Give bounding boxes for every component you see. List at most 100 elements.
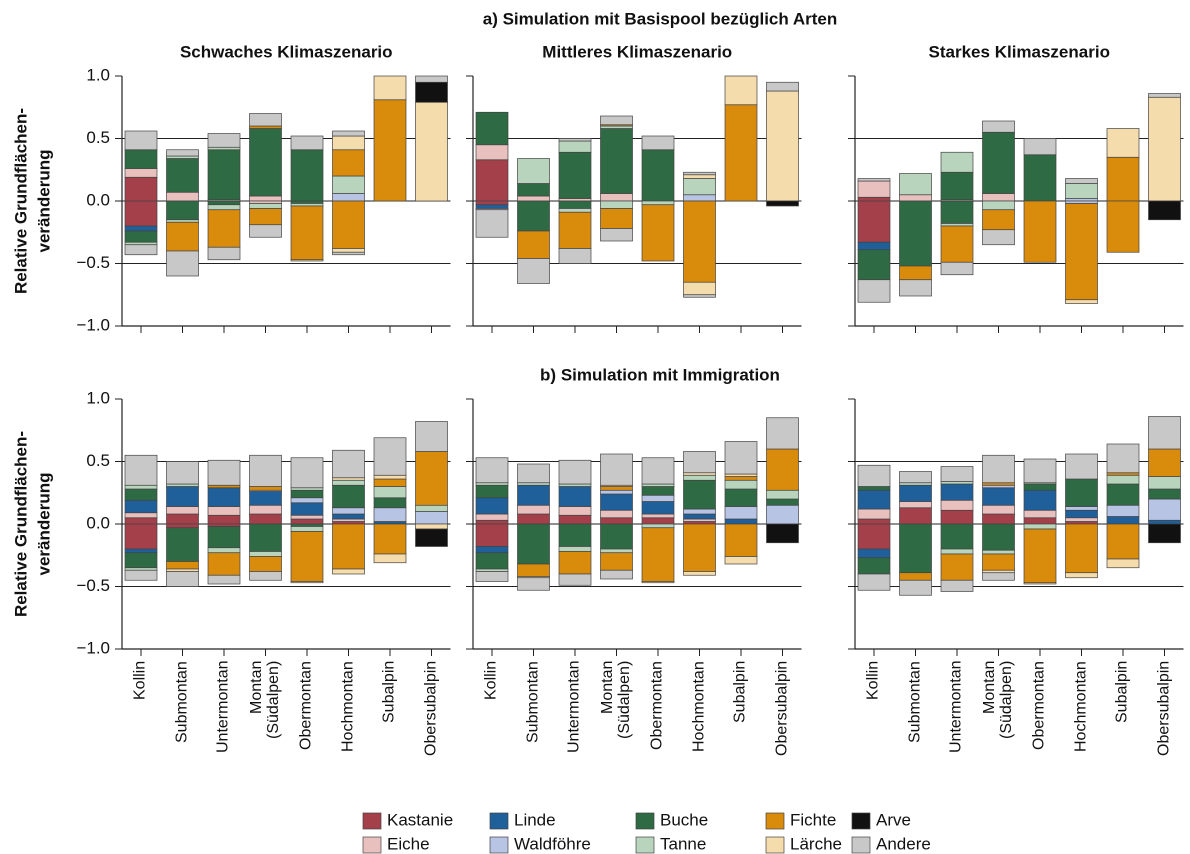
bar-segment	[124, 488, 158, 501]
bar-segment	[641, 200, 675, 206]
bar-segment	[124, 168, 158, 178]
bar-segment	[166, 158, 199, 193]
bar-segment	[1148, 93, 1181, 98]
panel-title: Mittleres Klimaszenario	[542, 42, 732, 61]
bar-segment	[857, 557, 891, 575]
y-tick-label: −1.0	[76, 638, 110, 657]
bar-segment	[600, 208, 633, 229]
bar-segment	[857, 196, 891, 202]
bar-segment	[373, 486, 407, 499]
x-tick-label: Kollin	[864, 661, 882, 701]
bar-segment	[290, 149, 324, 202]
bar-segment	[517, 484, 550, 506]
bar-segment	[1065, 198, 1098, 202]
bar-segment	[857, 548, 891, 559]
y-axis-label: Relative Grundflächen-	[11, 108, 30, 294]
bar-segment	[857, 180, 891, 198]
bar-segment	[290, 502, 324, 516]
bar-segment	[857, 200, 891, 243]
x-tick-label: Subalpin	[731, 661, 749, 724]
bar-segment	[1023, 458, 1057, 484]
bar-segment	[857, 573, 891, 591]
bar-segment	[940, 553, 974, 581]
legend-label: Fichte	[790, 810, 836, 829]
bar-segment	[982, 120, 1015, 133]
bar-segment	[332, 521, 365, 525]
bar-segment	[475, 204, 509, 209]
bar-segment	[166, 200, 199, 221]
x-tick-label: Obersubalpin	[773, 661, 791, 757]
bar-segment	[1023, 138, 1057, 156]
legend-swatch	[489, 812, 509, 830]
bar-segment	[857, 486, 891, 491]
bar-segment	[857, 523, 891, 550]
bar-segment	[415, 101, 448, 202]
bar-segment	[940, 509, 974, 525]
bar-segment	[166, 568, 199, 572]
bar-segment	[1065, 517, 1098, 522]
bar-segment	[166, 149, 199, 157]
bar-segment	[558, 551, 592, 575]
bar-segment	[641, 501, 675, 515]
bar-segment	[207, 209, 241, 248]
bar-segment	[641, 135, 675, 151]
bar-segment	[982, 454, 1015, 484]
legend-swatch	[362, 836, 382, 854]
bar-segment	[600, 493, 633, 511]
bar-segment	[558, 208, 592, 213]
bar-segment	[600, 200, 633, 209]
bar-segment	[124, 454, 158, 486]
bar-segment	[1023, 200, 1057, 263]
bar-segment	[166, 571, 199, 587]
bar-segment	[124, 512, 158, 519]
bar-segment	[207, 514, 241, 525]
bar-segment	[766, 498, 799, 506]
bar-segment	[1106, 558, 1140, 569]
bar-segment	[683, 479, 716, 510]
bar-segment	[475, 111, 509, 146]
bar-segment	[1106, 516, 1140, 525]
bar-segment	[415, 511, 448, 525]
bar-segment	[166, 486, 199, 507]
bar-segment	[641, 149, 675, 202]
bar-segment	[517, 158, 550, 184]
bar-segment	[1065, 521, 1098, 525]
bar-segment	[558, 486, 592, 507]
bar-segment	[724, 523, 758, 557]
bar-segment	[1148, 523, 1181, 544]
bar-segment	[982, 482, 1015, 486]
bar-segment	[124, 548, 158, 554]
bar-segment	[517, 504, 550, 515]
legend-label: Kastanie	[387, 810, 453, 829]
bar-segment	[940, 523, 974, 550]
bar-segment	[475, 523, 509, 547]
x-tick-label: Montan (Südalpen)	[980, 661, 1015, 740]
bar-segment	[332, 479, 365, 486]
bar-segment	[124, 523, 158, 550]
bar-segment	[982, 513, 1015, 525]
bar-segment	[899, 507, 932, 525]
bar-segment	[558, 200, 592, 209]
bar-segment	[290, 487, 324, 491]
y-tick-label: 1.0	[86, 388, 110, 407]
bar-segment	[517, 482, 550, 486]
bar-segment	[373, 507, 407, 522]
bar-segment	[683, 294, 716, 298]
bar-segment	[940, 151, 974, 173]
bar-segment	[475, 497, 509, 515]
bar-segment	[373, 523, 407, 555]
legend-label: Lärche	[790, 834, 842, 853]
bar-segment	[1023, 483, 1057, 491]
bar-segment	[724, 556, 758, 565]
bar-segment	[475, 482, 509, 486]
bar-segment	[940, 223, 974, 227]
bar-segment	[166, 513, 199, 525]
bar-segment	[600, 548, 633, 554]
bar-segment	[332, 518, 365, 522]
bar-segment	[517, 523, 550, 565]
x-tick-label: Hochmontan	[1072, 661, 1090, 752]
bar-segment	[683, 521, 716, 525]
bar-segment	[475, 571, 509, 582]
bar-segment	[1023, 528, 1057, 584]
bar-segment	[1148, 498, 1181, 521]
